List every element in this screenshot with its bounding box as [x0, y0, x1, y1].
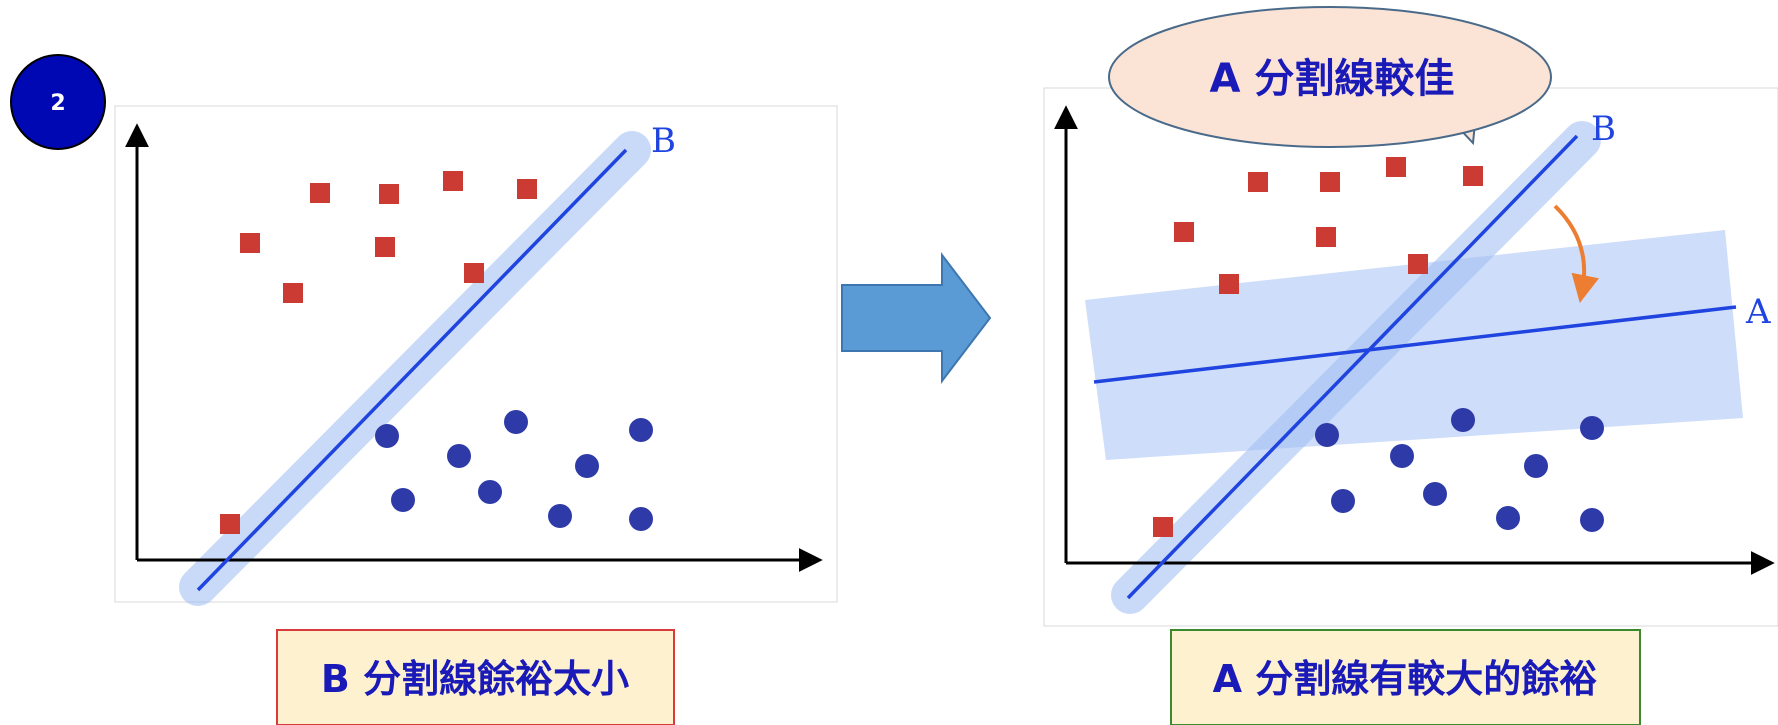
- rotation-arrow-icon: [1553, 204, 1600, 303]
- speech-bubble-body: [1108, 6, 1552, 148]
- right-circle: [1580, 416, 1604, 440]
- right-square: [1316, 227, 1336, 247]
- left-square: [464, 263, 484, 283]
- speech-bubble-text: A 分割線較佳: [1210, 56, 1455, 102]
- right-panel: B A: [1043, 87, 1778, 627]
- left-square: [443, 171, 463, 191]
- right-separator-line-a: [1093, 305, 1737, 384]
- right-circle: [1524, 454, 1548, 478]
- left-caption-text: B 分割線餘裕太小: [321, 657, 629, 701]
- right-square: [1408, 254, 1428, 274]
- left-line-label-b: B: [651, 121, 676, 161]
- speech-bubble-joint: [1442, 97, 1478, 111]
- right-square: [1248, 172, 1268, 192]
- right-caption-box: [1170, 629, 1641, 725]
- left-square: [240, 233, 260, 253]
- step-badge: 2: [10, 54, 106, 150]
- left-square: [283, 283, 303, 303]
- left-circle: [504, 410, 528, 434]
- right-circle: [1580, 508, 1604, 532]
- right-caption: A 分割線有較大的餘裕: [1170, 629, 1641, 725]
- right-separator-line-b: [1126, 134, 1579, 600]
- right-circle: [1496, 506, 1520, 530]
- left-circle: [375, 424, 399, 448]
- left-circle: [447, 444, 471, 468]
- right-circle: [1390, 444, 1414, 468]
- right-square: [1386, 157, 1406, 177]
- left-circle: [391, 488, 415, 512]
- left-circle: [629, 507, 653, 531]
- right-square: [1174, 222, 1194, 242]
- left-square: [220, 514, 240, 534]
- left-caption: B 分割線餘裕太小: [276, 629, 675, 725]
- left-circle: [575, 454, 599, 478]
- left-panel: B: [114, 105, 838, 606]
- left-circle: [629, 418, 653, 442]
- left-square: [379, 184, 399, 204]
- left-squares: [220, 171, 537, 534]
- right-square: [1320, 172, 1340, 192]
- right-line-label-a: A: [1745, 292, 1771, 332]
- right-circles: [1315, 408, 1604, 532]
- right-squares: [1153, 157, 1483, 537]
- speech-bubble: A 分割線較佳: [1108, 6, 1552, 148]
- right-square: [1463, 166, 1483, 186]
- left-circle: [478, 480, 502, 504]
- left-circles: [375, 410, 653, 531]
- right-square: [1153, 517, 1173, 537]
- left-separator-line-b: [196, 148, 628, 592]
- left-circle: [548, 504, 572, 528]
- right-caption-text: A 分割線有較大的餘裕: [1213, 657, 1598, 701]
- left-square: [310, 183, 330, 203]
- transition-arrow-icon: [841, 252, 992, 384]
- right-circle: [1315, 423, 1339, 447]
- right-line-label-b: B: [1591, 109, 1616, 149]
- right-circle: [1331, 489, 1355, 513]
- right-circle: [1451, 408, 1475, 432]
- right-square: [1219, 274, 1239, 294]
- left-caption-box: [276, 629, 675, 725]
- left-square: [517, 179, 537, 199]
- step-badge-label: 2: [50, 91, 65, 116]
- left-square: [375, 237, 395, 257]
- right-circle: [1423, 482, 1447, 506]
